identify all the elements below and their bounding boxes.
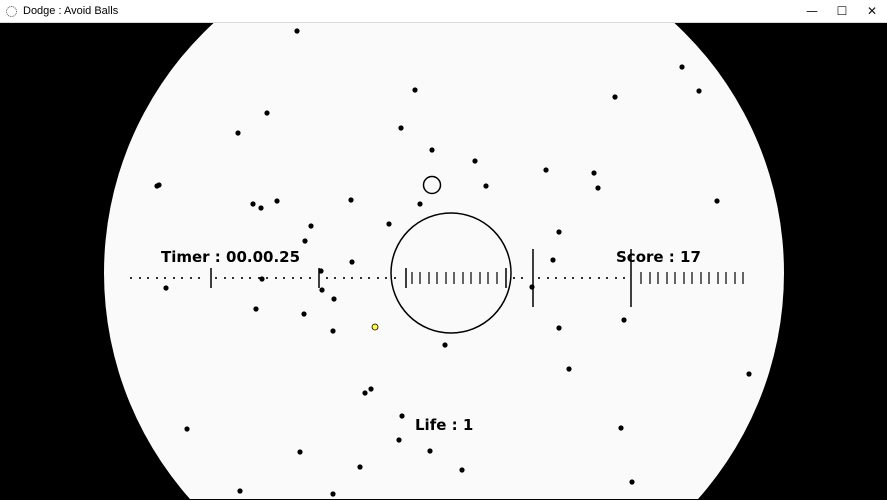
enemy-ball: [331, 296, 337, 302]
enemy-ball: [264, 110, 270, 116]
enemy-ball: [302, 238, 308, 244]
maximize-button[interactable]: ☐: [836, 4, 848, 18]
enemy-ball: [412, 87, 418, 93]
life-label: Life : 1: [415, 416, 474, 434]
balls-layer: [154, 28, 752, 497]
enemy-ball: [235, 130, 241, 136]
enemy-ball: [398, 125, 404, 131]
enemy-ball: [621, 317, 627, 323]
enemy-ball: [250, 201, 256, 207]
enemy-ball: [591, 170, 597, 176]
enemy-ball: [550, 257, 556, 263]
enemy-ball: [529, 284, 535, 290]
enemy-ball: [459, 467, 465, 473]
enemy-ball: [258, 205, 264, 211]
enemy-ball: [556, 325, 562, 331]
enemy-ball: [308, 223, 314, 229]
enemy-ball: [399, 413, 405, 419]
enemy-ball: [442, 342, 448, 348]
enemy-ball: [348, 197, 354, 203]
enemy-ball: [294, 28, 300, 34]
enemy-ball: [595, 185, 601, 191]
timer-label: Timer : 00.00.25: [161, 248, 301, 266]
enemy-ball: [318, 268, 324, 274]
enemy-ball: [362, 390, 368, 396]
enemy-ball: [696, 88, 702, 94]
enemy-ball: [259, 276, 265, 282]
enemy-ball: [427, 448, 433, 454]
enemy-ball: [483, 183, 489, 189]
small-ring: [422, 175, 442, 195]
title-bar[interactable]: Dodge : Avoid Balls — ☐ ✕: [0, 0, 887, 23]
enemy-ball: [556, 229, 562, 235]
crosshair-ruler: [130, 249, 744, 307]
enemy-ball: [386, 221, 392, 227]
enemy-ball: [330, 491, 336, 497]
window-controls: — ☐ ✕: [797, 0, 887, 22]
enemy-ball: [543, 167, 549, 173]
minimize-button[interactable]: —: [806, 4, 818, 18]
enemy-ball: [301, 311, 307, 317]
game-area[interactable]: Timer : 00.00.25 Score : 17 Life : 1: [1, 23, 886, 499]
enemy-ball: [163, 285, 169, 291]
enemy-ball: [154, 183, 160, 189]
window-title: Dodge : Avoid Balls: [23, 5, 119, 17]
arena: [104, 23, 784, 499]
enemy-ball: [612, 94, 618, 100]
enemy-ball: [566, 366, 572, 372]
enemy-ball: [237, 488, 243, 494]
enemy-ball: [629, 479, 635, 485]
player-ball: [371, 323, 379, 331]
enemy-ball: [618, 425, 624, 431]
enemy-ball: [368, 386, 374, 392]
enemy-ball: [253, 306, 259, 312]
center-ring: [390, 212, 512, 334]
enemy-ball: [349, 259, 355, 265]
enemy-ball: [746, 371, 752, 377]
enemy-ball: [319, 287, 325, 293]
app-icon: [6, 5, 17, 17]
enemy-ball: [714, 198, 720, 204]
game-canvas: [104, 23, 784, 499]
enemy-ball: [330, 328, 336, 334]
enemy-ball: [679, 64, 685, 70]
score-label: Score : 17: [616, 248, 701, 266]
enemy-ball: [472, 158, 478, 164]
enemy-ball: [396, 437, 402, 443]
enemy-ball: [357, 464, 363, 470]
enemy-ball: [184, 426, 190, 432]
enemy-ball: [274, 198, 280, 204]
enemy-ball: [429, 147, 435, 153]
enemy-ball: [297, 449, 303, 455]
close-button[interactable]: ✕: [866, 4, 878, 18]
enemy-ball: [417, 201, 423, 207]
